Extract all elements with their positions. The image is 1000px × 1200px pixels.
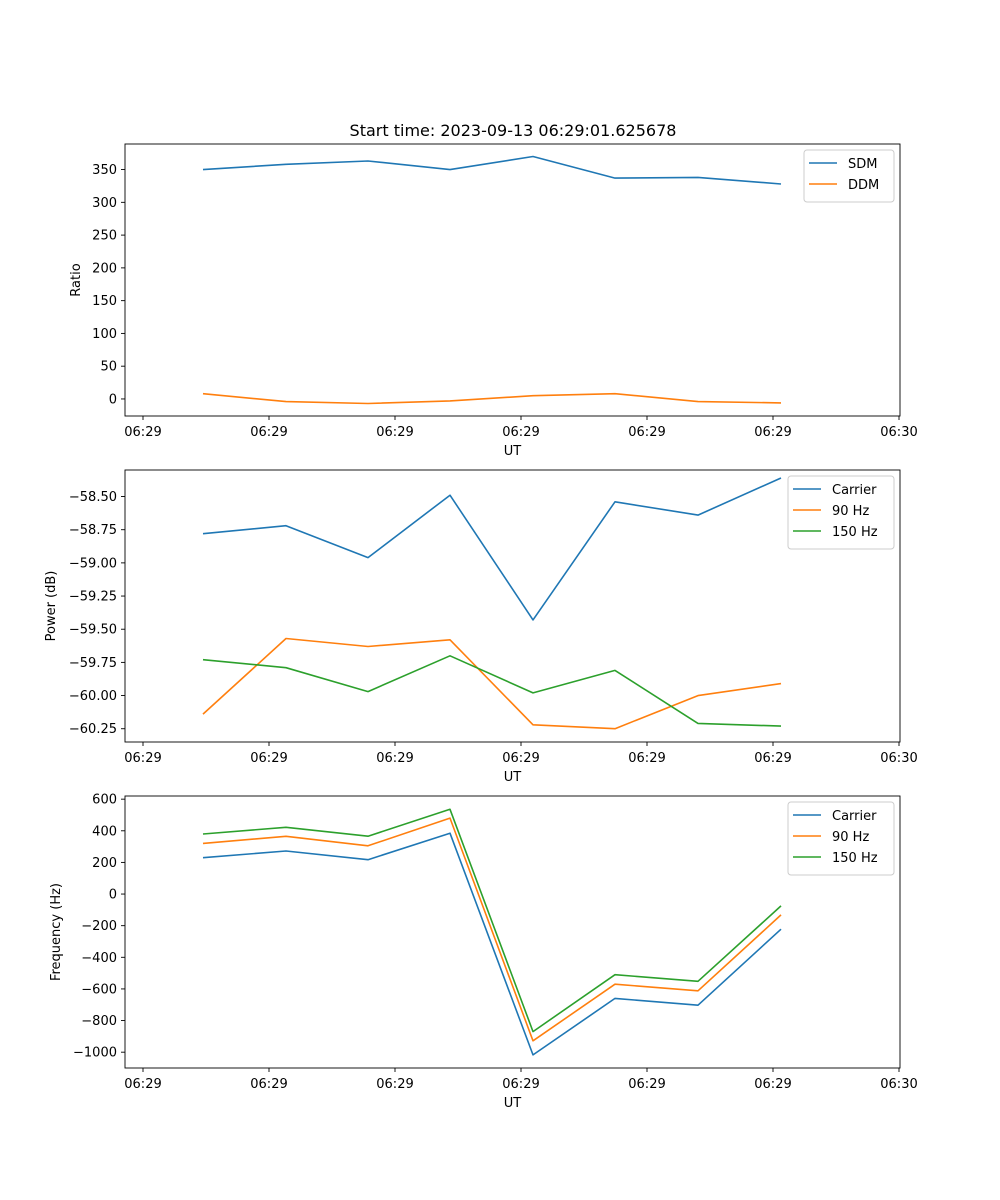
power-y-axis-label: Power (dB) bbox=[44, 571, 59, 642]
ratio-series-ddm-line bbox=[202, 392, 782, 405]
ratio-legend-label-ddm: DDM bbox=[848, 178, 879, 193]
power-y-tick-label: −59.50 bbox=[69, 623, 117, 638]
ratio-y-tick-label: 150 bbox=[92, 294, 117, 309]
power-x-tick-label: 06:29 bbox=[628, 751, 665, 766]
power-x-tick-label: 06:29 bbox=[124, 751, 161, 766]
frequency-x-tick-label: 06:29 bbox=[628, 1077, 665, 1092]
power-y-tick-label: −59.75 bbox=[69, 656, 117, 671]
ratio-x-tick-label: 06:29 bbox=[502, 425, 539, 440]
ratio-axes-frame bbox=[124, 143, 901, 417]
frequency-legend-label-carrier: Carrier bbox=[832, 809, 877, 824]
ratio-y-tick-label: 200 bbox=[92, 261, 117, 276]
power-y-tick-label: −59.00 bbox=[69, 556, 117, 571]
frequency-x-tick-label: 06:29 bbox=[250, 1077, 287, 1092]
frequency-y-tick-label: 600 bbox=[92, 793, 117, 808]
power-y-tick-label: −59.25 bbox=[69, 590, 117, 605]
power-series-150-hz-line bbox=[202, 654, 782, 727]
power-x-tick-label: 06:29 bbox=[502, 751, 539, 766]
ratio-x-tick-label: 06:29 bbox=[376, 425, 413, 440]
power-x-tick-label: 06:29 bbox=[250, 751, 287, 766]
frequency-y-tick-label: −800 bbox=[81, 1014, 117, 1029]
frequency-y-tick-label: −600 bbox=[81, 982, 117, 997]
power-legend-label-150-hz: 150 Hz bbox=[832, 525, 878, 540]
power-y-tick-label: −58.50 bbox=[69, 490, 117, 505]
ratio-x-tick-label: 06:29 bbox=[250, 425, 287, 440]
frequency-y-axis-label: Frequency (Hz) bbox=[49, 883, 64, 981]
ratio-legend-label-sdm: SDM bbox=[848, 157, 877, 172]
frequency-y-tick-label: 0 bbox=[109, 888, 117, 903]
ratio-y-tick-label: 100 bbox=[92, 327, 117, 342]
ratio-y-tick-label: 50 bbox=[100, 360, 117, 375]
power-legend-label-90-hz: 90 Hz bbox=[832, 504, 869, 519]
power-x-tick-label: 06:29 bbox=[376, 751, 413, 766]
ratio-y-axis-label: Ratio bbox=[69, 263, 84, 296]
frequency-y-tick-label: −400 bbox=[81, 951, 117, 966]
ratio-x-tick-label: 06:29 bbox=[754, 425, 791, 440]
frequency-y-tick-label: 200 bbox=[92, 856, 117, 871]
power-x-axis-label: UT bbox=[504, 770, 522, 785]
power-y-tick-label: −60.25 bbox=[69, 722, 117, 737]
power-y-tick-label: −60.00 bbox=[69, 689, 117, 704]
frequency-x-tick-label: 06:29 bbox=[502, 1077, 539, 1092]
ratio-x-tick-label: 06:30 bbox=[880, 425, 917, 440]
frequency-x-tick-label: 06:29 bbox=[376, 1077, 413, 1092]
power-x-tick-label: 06:30 bbox=[880, 751, 917, 766]
power-axes-frame bbox=[124, 469, 901, 743]
frequency-axes-frame bbox=[124, 795, 901, 1069]
ratio-x-tick-label: 06:29 bbox=[628, 425, 665, 440]
ratio-y-tick-label: 250 bbox=[92, 229, 117, 244]
frequency-series-carrier-line bbox=[202, 832, 782, 1056]
power-x-tick-label: 06:29 bbox=[754, 751, 791, 766]
power-legend-label-carrier: Carrier bbox=[832, 483, 877, 498]
ratio-y-tick-label: 350 bbox=[92, 163, 117, 178]
power-series-90-hz-line bbox=[202, 637, 782, 730]
power-y-tick-label: −58.75 bbox=[69, 523, 117, 538]
frequency-x-tick-label: 06:29 bbox=[124, 1077, 161, 1092]
frequency-x-axis-label: UT bbox=[504, 1096, 522, 1111]
chart-title: Start time: 2023-09-13 06:29:01.625678 bbox=[350, 121, 677, 140]
frequency-y-tick-label: 400 bbox=[92, 824, 117, 839]
frequency-y-tick-label: −1000 bbox=[73, 1046, 117, 1061]
frequency-y-tick-label: −200 bbox=[81, 919, 117, 934]
frequency-legend-label-150-hz: 150 Hz bbox=[832, 851, 878, 866]
frequency-x-tick-label: 06:29 bbox=[754, 1077, 791, 1092]
ratio-y-tick-label: 0 bbox=[109, 392, 117, 407]
ratio-x-tick-label: 06:29 bbox=[124, 425, 161, 440]
frequency-x-tick-label: 06:30 bbox=[880, 1077, 917, 1092]
frequency-legend-label-90-hz: 90 Hz bbox=[832, 830, 869, 845]
power-series-carrier-line bbox=[202, 477, 782, 621]
frequency-series-90-hz-line bbox=[202, 817, 782, 1042]
ratio-x-axis-label: UT bbox=[504, 444, 522, 459]
frequency-series-150-hz-line bbox=[202, 808, 782, 1033]
ratio-series-sdm-line bbox=[202, 155, 782, 185]
ratio-y-tick-label: 300 bbox=[92, 196, 117, 211]
